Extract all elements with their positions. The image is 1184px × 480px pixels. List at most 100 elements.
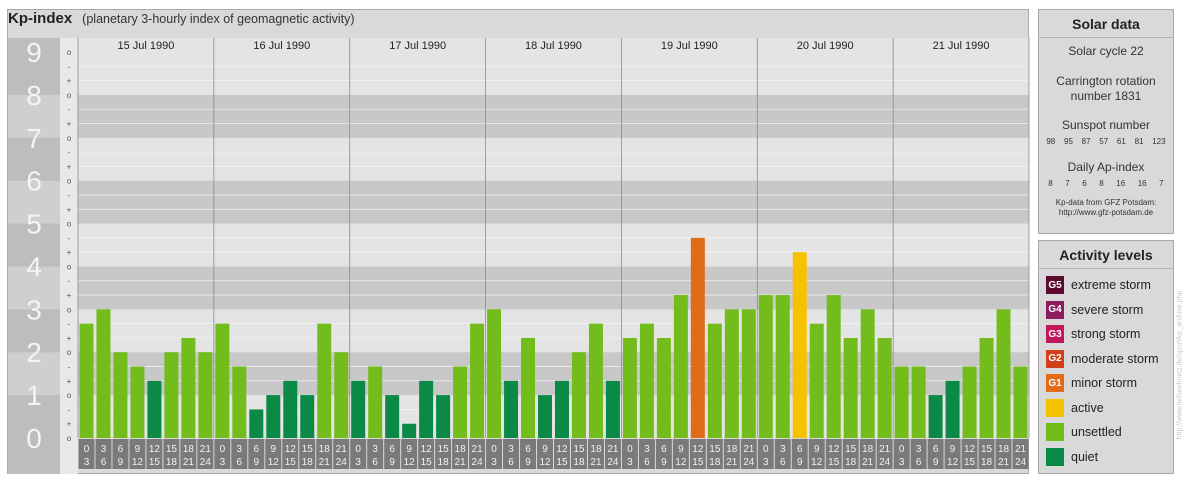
legend-item-extreme-storm: G5 extreme storm — [1039, 273, 1173, 298]
interval-box — [706, 439, 723, 469]
kp-bar — [571, 352, 586, 438]
interval-box — [570, 439, 587, 469]
interval-start-label: 6 — [661, 444, 667, 455]
interval-end-label: 21 — [998, 457, 1010, 468]
interval-box — [791, 439, 808, 469]
interval-box — [859, 439, 876, 469]
interval-box — [808, 439, 825, 469]
kp-minor-label: - — [68, 277, 71, 286]
interval-box — [604, 439, 621, 469]
kp-bar — [775, 295, 790, 438]
kp-bar — [164, 352, 179, 438]
kp-bar — [385, 395, 400, 438]
interval-start-label: 6 — [254, 444, 260, 455]
interval-box — [112, 439, 129, 469]
carrington-line2: number 1831 — [1070, 89, 1142, 103]
interval-box — [435, 439, 452, 469]
kp-bar — [928, 395, 943, 438]
kp-bar — [198, 352, 213, 438]
interval-end-label: 12 — [539, 457, 551, 468]
kp-bar — [130, 366, 145, 438]
interval-start-label: 18 — [590, 444, 602, 455]
interval-start-label: 12 — [692, 444, 704, 455]
interval-start-label: 6 — [797, 444, 803, 455]
interval-box — [621, 439, 638, 469]
interval-start-label: 18 — [862, 444, 874, 455]
interval-start-label: 9 — [678, 444, 684, 455]
interval-box — [740, 439, 757, 469]
day-label: 15 Jul 1990 — [117, 40, 174, 52]
kp-bar — [979, 337, 994, 438]
kp-tick-label: 2 — [26, 337, 42, 368]
interval-end-label: 24 — [743, 457, 755, 468]
interval-end-label: 12 — [268, 457, 280, 468]
kp-bar — [622, 337, 637, 438]
interval-start-label: 18 — [726, 444, 738, 455]
interval-box — [95, 439, 112, 469]
interval-end-label: 24 — [200, 457, 212, 468]
sunspot-number: 61 — [1116, 137, 1126, 146]
interval-start-label: 12 — [421, 444, 433, 455]
interval-end-label: 9 — [118, 457, 124, 468]
interval-start-label: 0 — [627, 444, 633, 455]
legend-item-quiet: quiet — [1039, 445, 1173, 470]
solar-cycle: Solar cycle 22 — [1068, 44, 1144, 58]
interval-start-label: 21 — [743, 444, 755, 455]
interval-end-label: 21 — [319, 457, 331, 468]
interval-end-label: 6 — [237, 457, 243, 468]
kp-minor-label: - — [68, 62, 71, 71]
interval-end-label: 6 — [508, 457, 514, 468]
interval-start-label: 9 — [406, 444, 412, 455]
kp-tick-label: 1 — [26, 380, 42, 411]
interval-end-label: 6 — [372, 457, 378, 468]
kp-bar — [894, 366, 909, 438]
kp-tick-label: 4 — [26, 251, 42, 282]
interval-end-label: 3 — [355, 457, 361, 468]
interval-box — [486, 439, 503, 469]
interval-start-label: 6 — [933, 444, 939, 455]
interval-end-label: 15 — [285, 457, 297, 468]
kp-bar — [809, 323, 824, 438]
chart-subtitle: (planetary 3-hourly index of geomagnetic… — [82, 12, 355, 26]
interval-box — [520, 439, 537, 469]
interval-box — [689, 439, 706, 469]
interval-end-label: 9 — [933, 457, 939, 468]
kp-bar — [504, 380, 519, 438]
interval-box — [774, 439, 791, 469]
kp-axis-band — [8, 266, 60, 310]
interval-box — [180, 439, 197, 469]
sunspot-number: 87 — [1081, 137, 1091, 146]
kp-minor-label: + — [67, 162, 72, 171]
interval-end-label: 18 — [166, 457, 178, 468]
legend-item-unsettled: unsettled — [1039, 420, 1173, 445]
interval-start-label: 15 — [302, 444, 314, 455]
ap-numbers: 8 7 6 8 16 16 7 — [1039, 175, 1173, 188]
kp-bar — [249, 409, 264, 438]
legend-label: unsettled — [1071, 425, 1122, 440]
interval-box — [214, 439, 231, 469]
kp-bar — [945, 380, 960, 438]
kp-minor-label: + — [67, 291, 72, 300]
carrington-line1: Carrington rotation — [1056, 74, 1156, 88]
interval-start-label: 6 — [525, 444, 531, 455]
interval-box — [842, 439, 859, 469]
kp-minor-label: o — [67, 48, 72, 57]
interval-start-label: 21 — [200, 444, 212, 455]
ap-number: 8 — [1099, 179, 1104, 188]
source-link[interactable]: http://www.gfz-potsdam.de — [1058, 208, 1154, 217]
sunspot-number: 98 — [1046, 137, 1056, 146]
interval-end-label: 9 — [254, 457, 260, 468]
kp-bar — [181, 337, 196, 438]
interval-box — [876, 439, 893, 469]
legend-label: minor storm — [1071, 376, 1137, 391]
interval-end-label: 12 — [947, 457, 959, 468]
kp-bar — [792, 252, 807, 438]
day-label: 19 Jul 1990 — [661, 40, 718, 52]
interval-start-label: 3 — [237, 444, 243, 455]
sunspot-number: 81 — [1134, 137, 1144, 146]
interval-end-label: 15 — [964, 457, 976, 468]
legend-swatch: G1 — [1046, 374, 1064, 393]
interval-start-label: 12 — [964, 444, 976, 455]
interval-end-label: 15 — [149, 457, 161, 468]
